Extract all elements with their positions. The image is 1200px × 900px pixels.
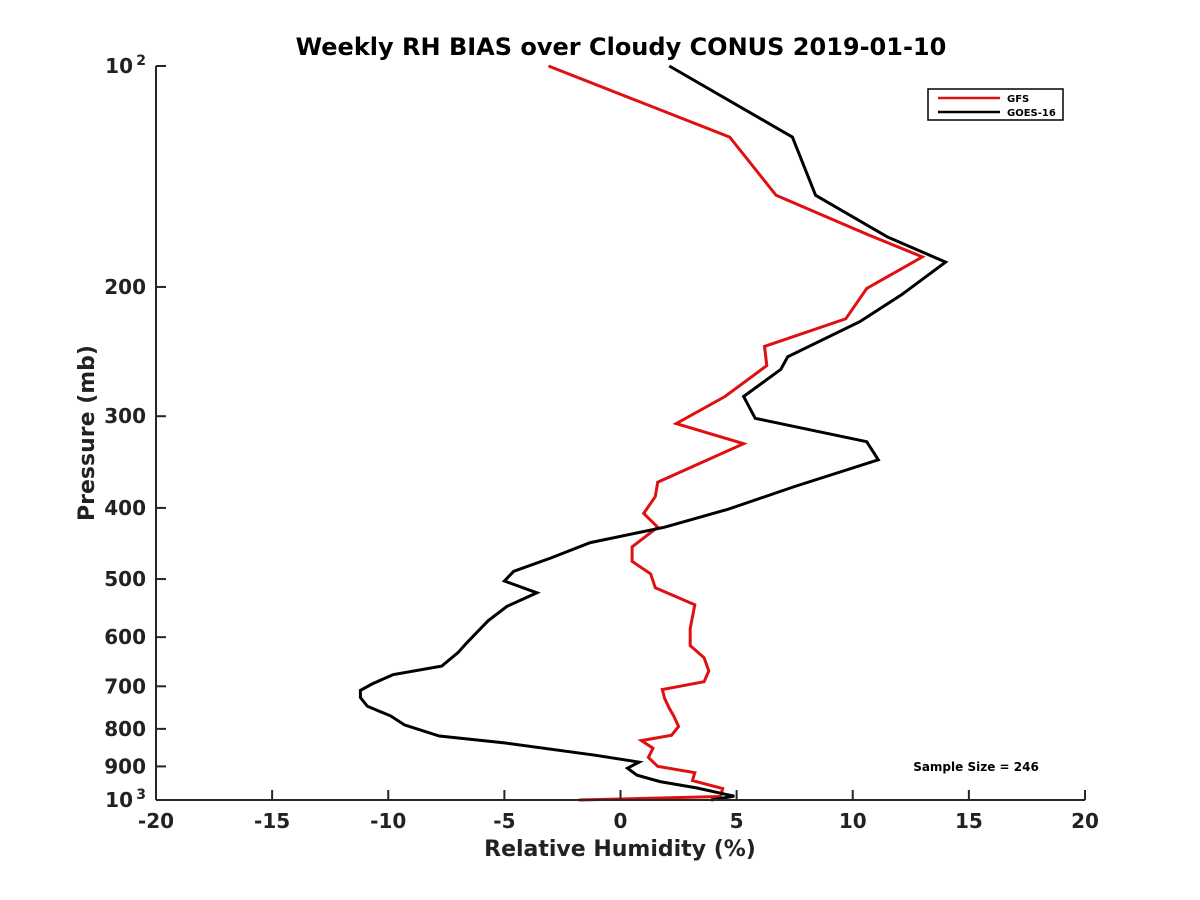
chart-title: Weekly RH BIAS over Cloudy CONUS 2019-01… [296, 33, 947, 61]
y-tick-label: 900 [104, 754, 146, 778]
y-tick-label: 500 [104, 567, 146, 591]
y-tick-exponent: 3 [136, 787, 146, 803]
legend-box [927, 88, 1064, 121]
x-ticks: -20 -15 -10 -5 0 5 10 15 20 [138, 790, 1099, 833]
series-line-goes-16 [358, 64, 949, 802]
y-axis-title: Pressure (mb) [75, 345, 100, 521]
plot-frame [156, 66, 1085, 800]
legend: GFS GOES-16 [927, 88, 1064, 121]
y-tick-label: 700 [104, 674, 146, 698]
x-tick-label: 0 [614, 809, 628, 833]
x-axis-title: Relative Humidity (%) [484, 837, 756, 862]
x-tick-label: -10 [370, 809, 406, 833]
legend-entries: GFS GOES-16 [938, 94, 1056, 119]
y-tick-label: 300 [104, 404, 146, 428]
legend-label: GOES-16 [1007, 108, 1056, 119]
y-tick-label: 400 [104, 496, 146, 520]
x-tick-label: -20 [138, 809, 174, 833]
x-tick-label: 10 [839, 809, 867, 833]
y-tick-label: 800 [104, 717, 146, 741]
series-layer [358, 64, 949, 802]
legend-label: GFS [1007, 94, 1029, 105]
y-tick-label: 600 [104, 625, 146, 649]
series-line-gfs [547, 64, 926, 802]
x-tick-label: -15 [254, 809, 290, 833]
y-tick-exponent: 2 [136, 53, 146, 69]
x-tick-label: 20 [1071, 809, 1099, 833]
y-tick-label: 200 [104, 275, 146, 299]
sample-size-annotation: Sample Size = 246 [913, 760, 1039, 774]
x-tick-label: -5 [493, 809, 515, 833]
x-tick-label: 15 [955, 809, 983, 833]
y-tick-label: 10 [105, 54, 133, 78]
y-tick-label: 10 [105, 788, 133, 812]
x-tick-label: 5 [730, 809, 744, 833]
